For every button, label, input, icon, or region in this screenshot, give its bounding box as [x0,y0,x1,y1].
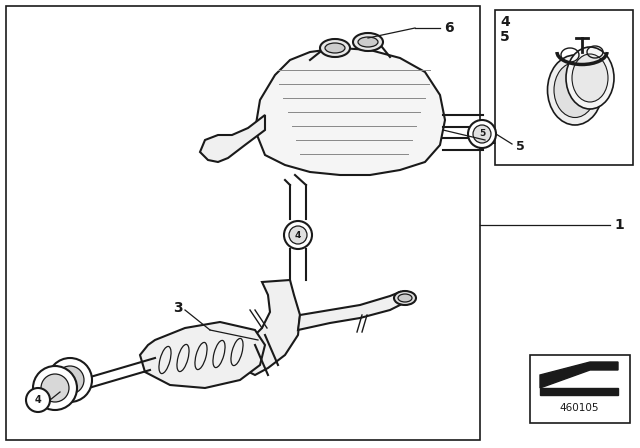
Circle shape [289,226,307,244]
Text: 4: 4 [500,15,509,29]
Polygon shape [240,280,300,375]
Circle shape [48,358,92,402]
Ellipse shape [325,43,345,53]
Text: 5: 5 [516,139,525,152]
Circle shape [33,366,77,410]
Ellipse shape [320,39,350,57]
Ellipse shape [394,291,416,305]
Polygon shape [200,115,265,162]
Text: 6: 6 [444,21,454,35]
Circle shape [56,366,84,394]
Bar [530,355,630,423]
Circle shape [41,374,69,402]
Text: 5: 5 [479,129,485,138]
Bar [495,10,633,165]
Ellipse shape [572,54,608,102]
Ellipse shape [358,37,378,47]
Ellipse shape [353,33,383,51]
Polygon shape [540,362,618,388]
Ellipse shape [566,47,614,109]
Text: 4: 4 [295,231,301,240]
Text: 1: 1 [614,218,624,232]
Text: 3: 3 [173,301,183,315]
Text: 4: 4 [35,395,42,405]
Text: 460105: 460105 [559,403,599,413]
Circle shape [26,388,50,412]
Bar [6,6,480,440]
Circle shape [468,120,496,148]
Text: 2: 2 [487,133,497,147]
Circle shape [284,221,312,249]
Polygon shape [140,322,265,388]
Circle shape [473,125,491,143]
Polygon shape [298,292,402,330]
Polygon shape [255,48,445,175]
Text: 5: 5 [500,30,509,44]
Ellipse shape [398,294,412,302]
Ellipse shape [554,63,596,117]
Ellipse shape [547,55,602,125]
Polygon shape [540,388,618,395]
